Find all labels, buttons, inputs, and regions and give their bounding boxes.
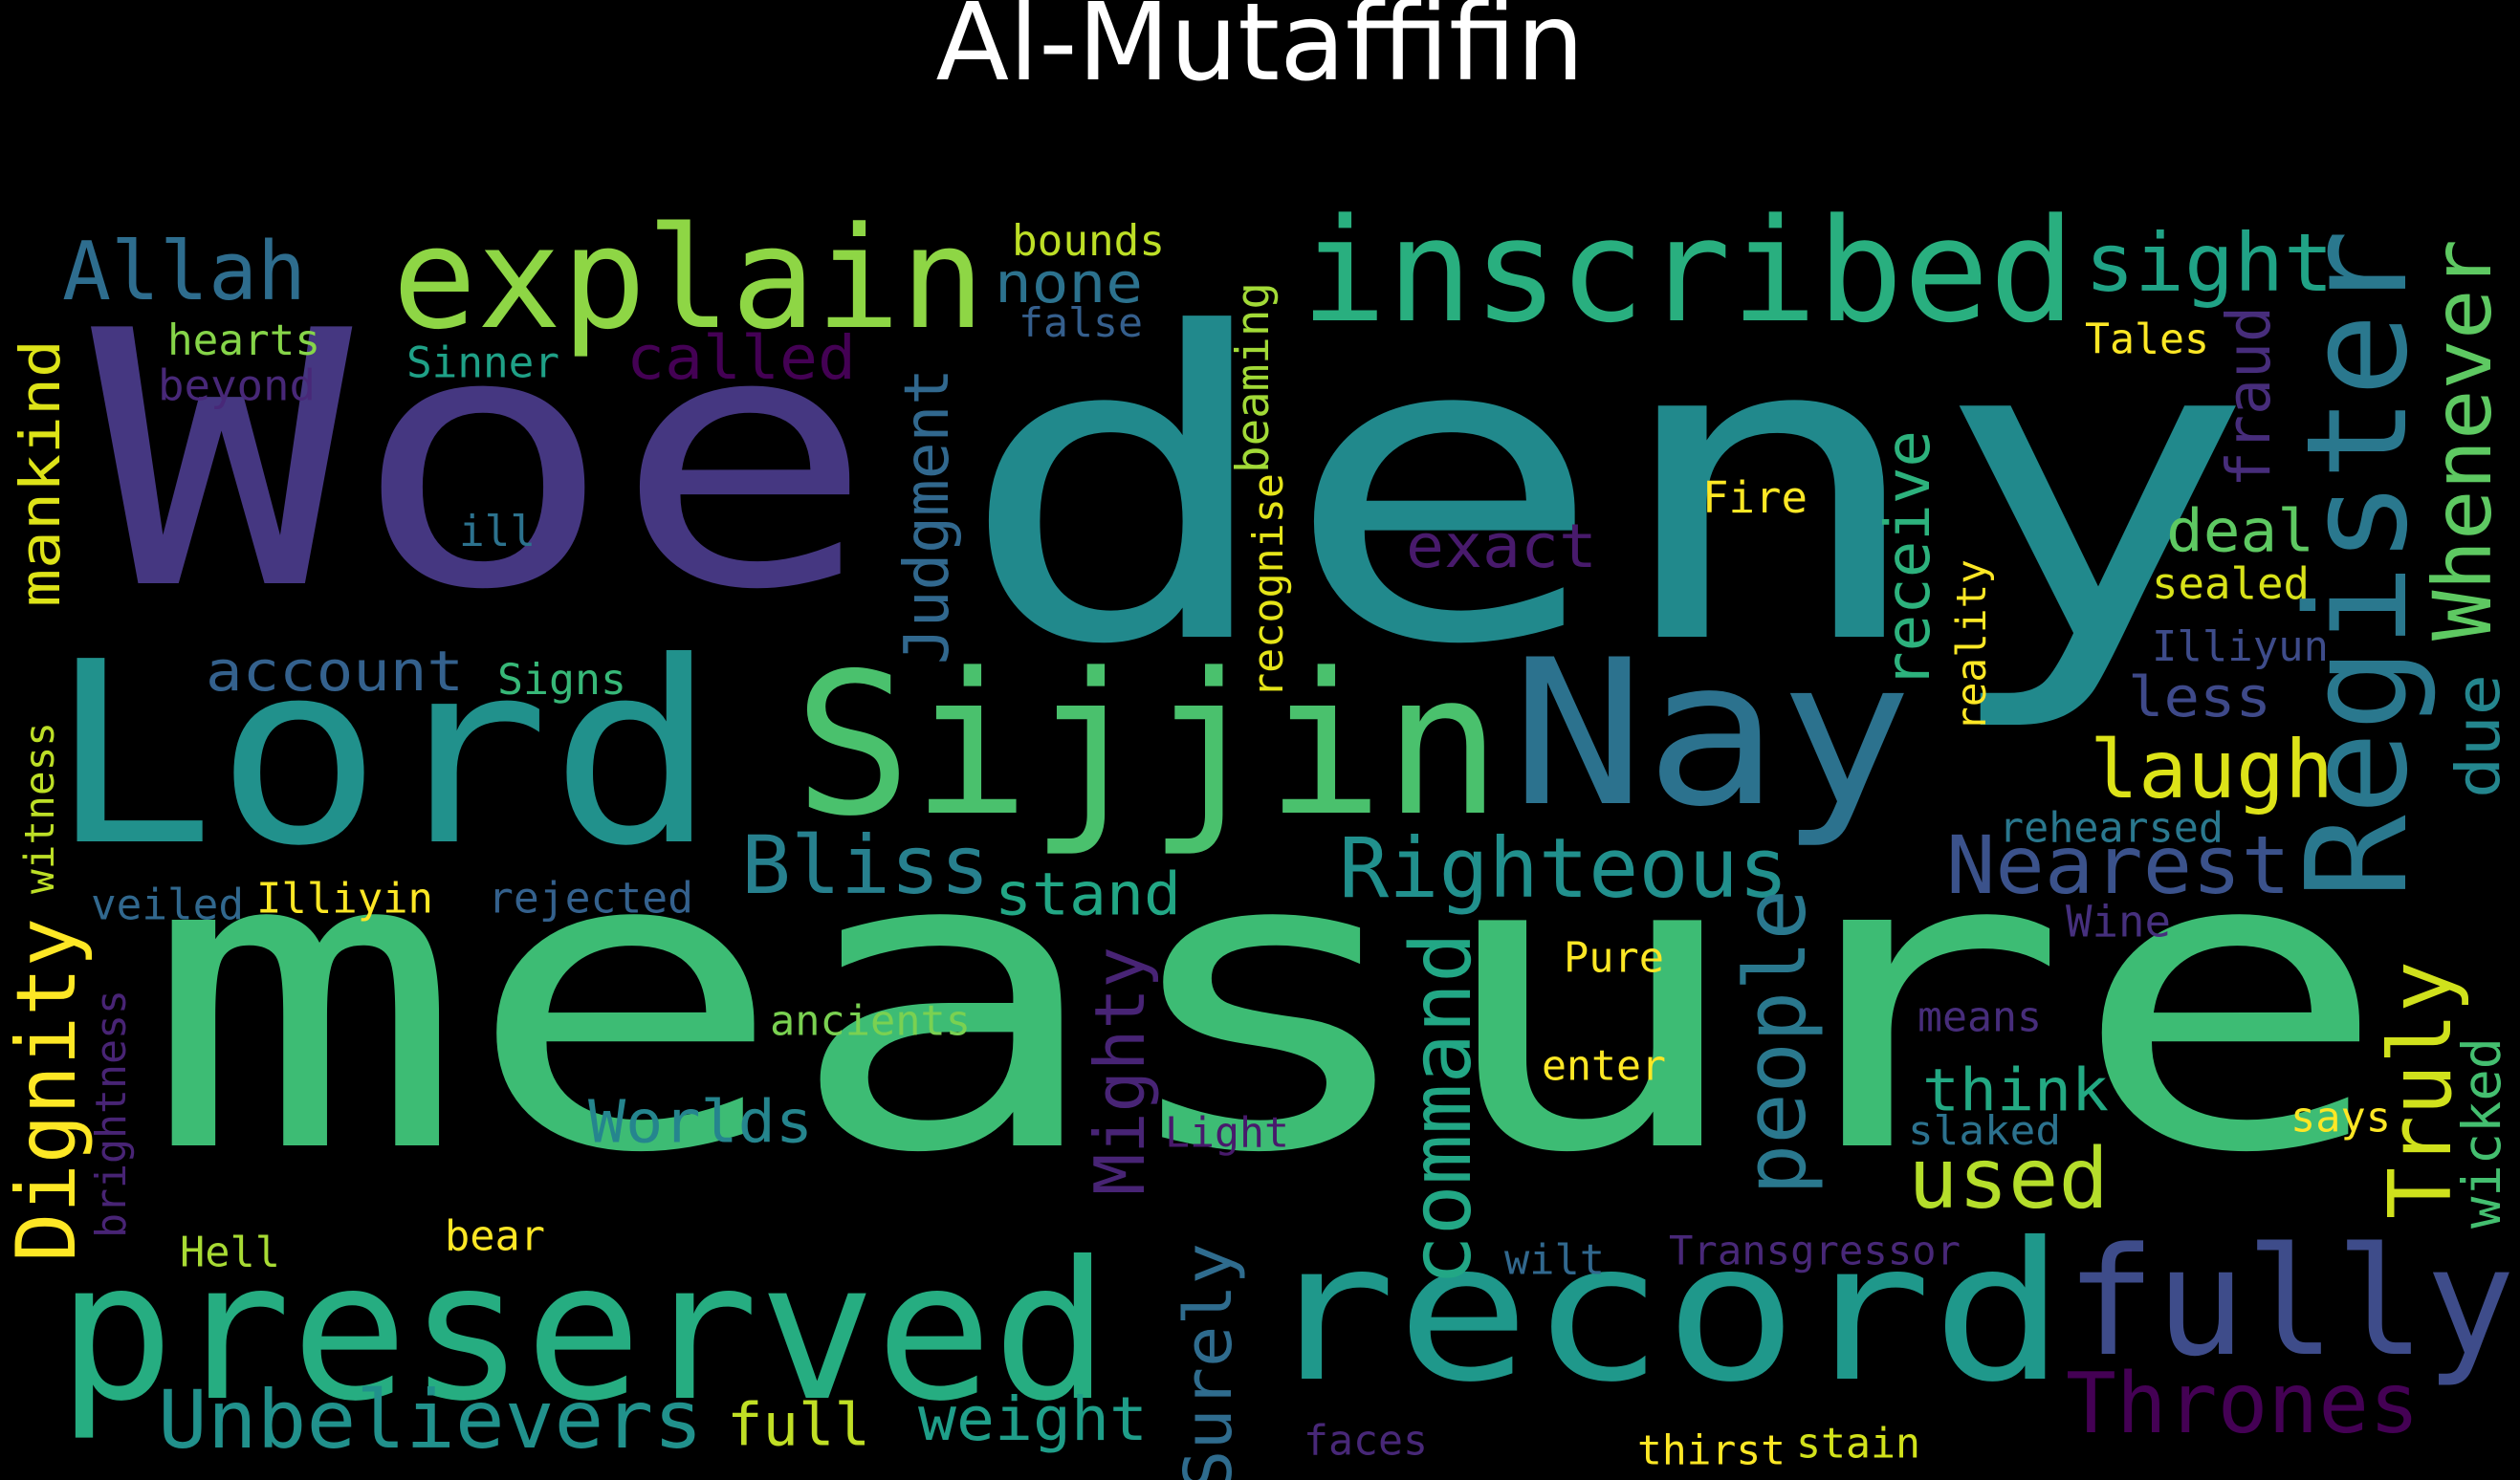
word-less: less [2128, 664, 2271, 729]
word-laugh: laugh [2090, 723, 2334, 816]
word-surely: Surely [1172, 1243, 1247, 1480]
word-used: used [1908, 1130, 2109, 1228]
word-bear: bear [445, 1212, 545, 1260]
word-ill: ill [459, 508, 536, 556]
word-thrones: Thrones [2066, 1355, 2420, 1452]
word-reality: reality [1948, 559, 1996, 731]
word-unbelievers: Unbelievers [158, 1373, 703, 1467]
word-weight: weight [918, 1383, 1148, 1454]
word-receive: receive [1874, 430, 1944, 688]
word-witness: witness [16, 722, 64, 894]
word-think: think [1922, 1056, 2109, 1124]
word-beyond: beyond [158, 362, 316, 411]
word-illiyun: Illiyun [2152, 622, 2329, 671]
word-recognise: recognise [1245, 473, 1293, 698]
word-dignity: Dignity [0, 918, 95, 1262]
word-righteous: Righteous [1339, 821, 1788, 917]
word-fully: fully [2066, 1215, 2515, 1389]
word-means: means [1917, 994, 2042, 1042]
word-allah: Allah [62, 224, 306, 318]
word-veiled: veiled [91, 881, 244, 929]
word-nay: Nay [1511, 617, 1913, 851]
word-sinner: Sinner [406, 338, 559, 387]
word-whenever: Whenever [2416, 239, 2509, 641]
word-lord: Lord [48, 609, 717, 902]
word-mankind: mankind [8, 339, 73, 607]
word-sealed: sealed [2152, 558, 2310, 609]
word-bounds: bounds [1012, 217, 1165, 266]
word-fraud: fraud [2213, 306, 2284, 488]
word-wine: Wine [2066, 896, 2171, 947]
word-light: Light [1165, 1109, 1289, 1157]
word-sijjin: Sijjin [794, 632, 1501, 860]
word-transgressor: Transgressor [1669, 1227, 1961, 1273]
word-stand: stand [995, 860, 1181, 928]
word-brightness: brightness [88, 990, 136, 1238]
word-woe: Woe [91, 256, 875, 666]
word-wilt: wilt [1504, 1236, 1605, 1284]
word-none: none [995, 250, 1143, 316]
cloud-title: Al-Mutaffifin [935, 0, 1585, 105]
word-explain: explain [392, 196, 985, 360]
word-enter: enter [1542, 1042, 1666, 1090]
word-fire: Fire [1702, 472, 1808, 523]
word-false: false [1019, 299, 1143, 346]
word-faces: faces [1304, 1417, 1428, 1465]
word-judgment: Judgment [891, 368, 963, 664]
word-ancients: ancients [770, 997, 971, 1045]
word-hell: Hell [180, 1229, 280, 1276]
word-bliss: Bliss [741, 818, 990, 912]
word-pure: Pure [1564, 934, 1664, 982]
word-full: full [727, 1391, 870, 1459]
word-nearest: Nearest [1946, 818, 2290, 912]
word-people: people [1726, 889, 1825, 1195]
word-mighty: Mighty [1080, 947, 1160, 1195]
word-sight: sight [2085, 216, 2334, 310]
word-exact: exact [1406, 511, 1597, 581]
word-truly: Truly [2372, 961, 2471, 1219]
word-rejected: rejected [488, 873, 693, 923]
word-hearts: hearts [167, 316, 320, 365]
word-beaming: beaming [1227, 282, 1280, 473]
word-deny: deny [956, 246, 2257, 737]
word-says: says [2290, 1095, 2391, 1143]
word-signs: Signs [497, 654, 626, 705]
word-measure: measure [143, 762, 2391, 1243]
word-wicked: wicked [2452, 1037, 2513, 1229]
word-rehearsed: rehearsed [1999, 805, 2224, 853]
word-record: record [1262, 1202, 2066, 1425]
word-worlds: Worlds [588, 1088, 813, 1156]
word-deal: deal [2166, 497, 2314, 565]
word-register: Register [2277, 229, 2439, 899]
word-preserved: preserved [57, 1221, 1109, 1444]
word-illiyin: Illiyin [256, 874, 433, 923]
word-stain: stain [1796, 1420, 1920, 1468]
word-command: command [1392, 932, 1490, 1286]
word-tales: Tales [2085, 316, 2209, 363]
word-inscribed: inscribed [1301, 188, 2075, 355]
word-slaked: slaked [1908, 1107, 2061, 1154]
word-due: due [2443, 674, 2513, 798]
word-thirst: thirst [1637, 1426, 1786, 1474]
word-account: account [206, 639, 464, 704]
word-called: called [626, 322, 856, 393]
